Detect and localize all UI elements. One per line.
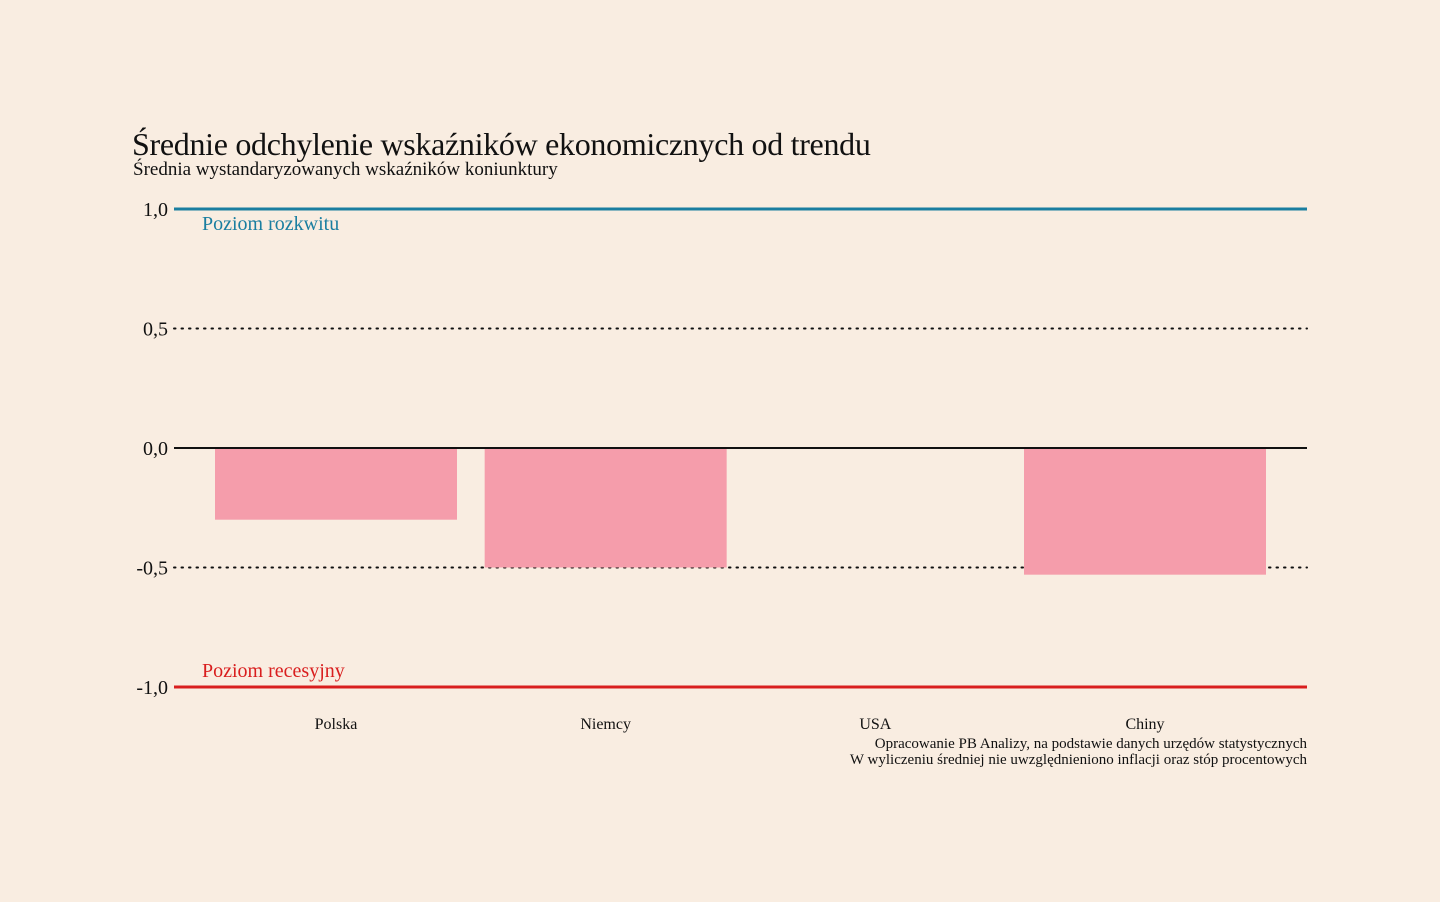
y-tick-label: 0,0	[143, 438, 168, 460]
x-category-label: Chiny	[1125, 716, 1164, 733]
x-category-label: Niemcy	[580, 716, 631, 733]
bar-niemcy	[484, 448, 727, 568]
reference-lines: Poziom rozkwitu Poziom recesyjny	[174, 207, 1307, 689]
y-tick-label: 0,5	[143, 319, 168, 341]
source-footnote: Opracowanie PB Analizy, na podstawie dan…	[850, 736, 1307, 768]
x-axis-category-labels: Polska Niemcy USA Chiny	[315, 716, 1165, 733]
bar-chiny	[1024, 448, 1266, 575]
y-tick-label: 1,0	[143, 199, 168, 221]
x-category-label: Polska	[315, 716, 358, 733]
footnote-line-2: W wyliczeniu średniej nie uwzględnienion…	[849, 752, 1307, 768]
chart-title: Średnie odchylenie wskaźników ekonomiczn…	[132, 126, 871, 162]
footnote-line-1: Opracowanie PB Analizy, na podstawie dan…	[874, 736, 1307, 752]
y-axis-tick-labels: 1,0 0,5 0,0 -0,5 -1,0	[136, 199, 168, 699]
bar-polska	[215, 448, 457, 520]
recession-level-label: Poziom recesyjny	[202, 660, 345, 682]
y-tick-label: -1,0	[136, 677, 168, 699]
boom-level-label: Poziom rozkwitu	[202, 213, 339, 235]
chart-subtitle: Średnia wystandaryzowanych wskaźników ko…	[133, 159, 558, 180]
y-tick-label: -0,5	[136, 558, 168, 580]
x-category-label: USA	[859, 716, 891, 733]
bars	[215, 448, 1266, 575]
